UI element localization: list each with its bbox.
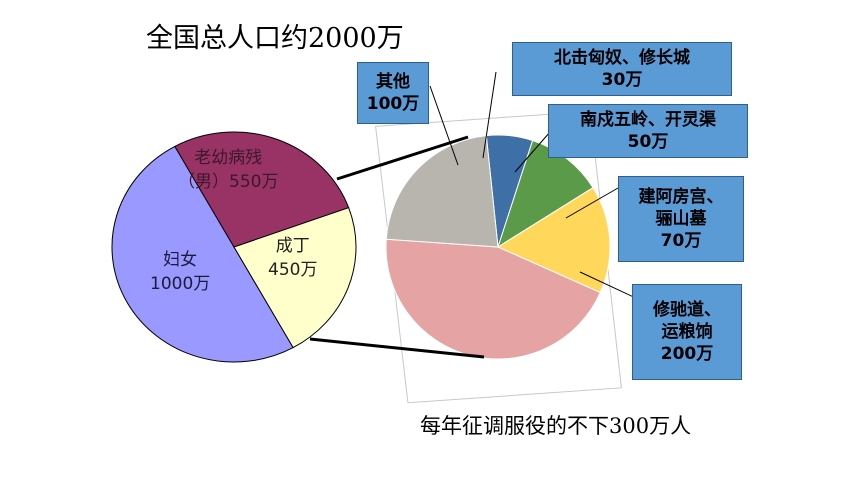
callout-epang-line1: 建阿房宫、 (638, 187, 724, 207)
callout-wuling-line2: 50万 (627, 132, 669, 152)
callout-xiongnu: 北击匈奴、修长城 30万 (512, 42, 732, 96)
slice-label-adult-men-line2: 450万 (268, 260, 318, 280)
connector-top-line (336, 135, 469, 181)
leader-epang (565, 187, 619, 219)
callout-xiongnu-line1: 北击匈奴、修长城 (554, 48, 690, 68)
leader-xiongnu (482, 71, 497, 159)
slice-label-women-line1: 妇女 (163, 250, 198, 270)
slice-label-elderly-line2: （男）550万 (178, 172, 279, 192)
callout-other-line1: 其他 (376, 72, 410, 92)
callout-wuling-line1: 南戍五岭、开灵渠 (580, 110, 716, 130)
slice-label-women-line2: 1000万 (150, 274, 211, 294)
right-pie-slice-2 (496, 186, 611, 294)
right-pie-frame (375, 110, 622, 404)
slice-label-adult-men: 成丁 450万 (268, 234, 317, 282)
leader-other (429, 85, 459, 166)
callout-chidao-line2: 运粮饷 (661, 322, 713, 342)
callout-chidao: 修驰道、 运粮饷 200万 (632, 284, 742, 380)
callout-wuling: 南戍五岭、开灵渠 50万 (548, 104, 748, 158)
callout-epang-palace: 建阿房宫、 骊山墓 70万 (618, 176, 744, 262)
slice-label-elderly-line1: 老幼病残 (194, 148, 263, 168)
callout-xiongnu-line2: 30万 (601, 70, 643, 90)
leader-wuling (514, 131, 551, 173)
callout-epang-line2: 骊山墓 (655, 209, 707, 229)
right-pie-slice-1 (497, 139, 594, 249)
left-pie-slice-1 (174, 131, 350, 248)
left-pie-slice-2 (233, 207, 357, 349)
callout-chidao-line3: 200万 (660, 344, 714, 364)
slice-label-women: 妇女 1000万 (150, 248, 210, 296)
slice-label-adult-men-line1: 成丁 (275, 236, 310, 256)
main-title: 全国总人口约2000万 (146, 23, 404, 54)
right-pie-slice-4 (385, 135, 499, 248)
left-pie-slice-0 (111, 145, 294, 363)
callout-other: 其他 100万 (357, 62, 429, 124)
slice-label-elderly: 老幼病残 （男）550万 (178, 146, 278, 194)
callout-other-line2: 100万 (366, 94, 420, 114)
callout-epang-line3: 70万 (660, 231, 702, 251)
callout-chidao-line1: 修驰道、 (653, 300, 721, 320)
connector-bottom-line (309, 337, 485, 359)
leader-chidao (579, 271, 641, 301)
right-pie-caption: 每年征调服役的不下300万人 (420, 414, 692, 438)
